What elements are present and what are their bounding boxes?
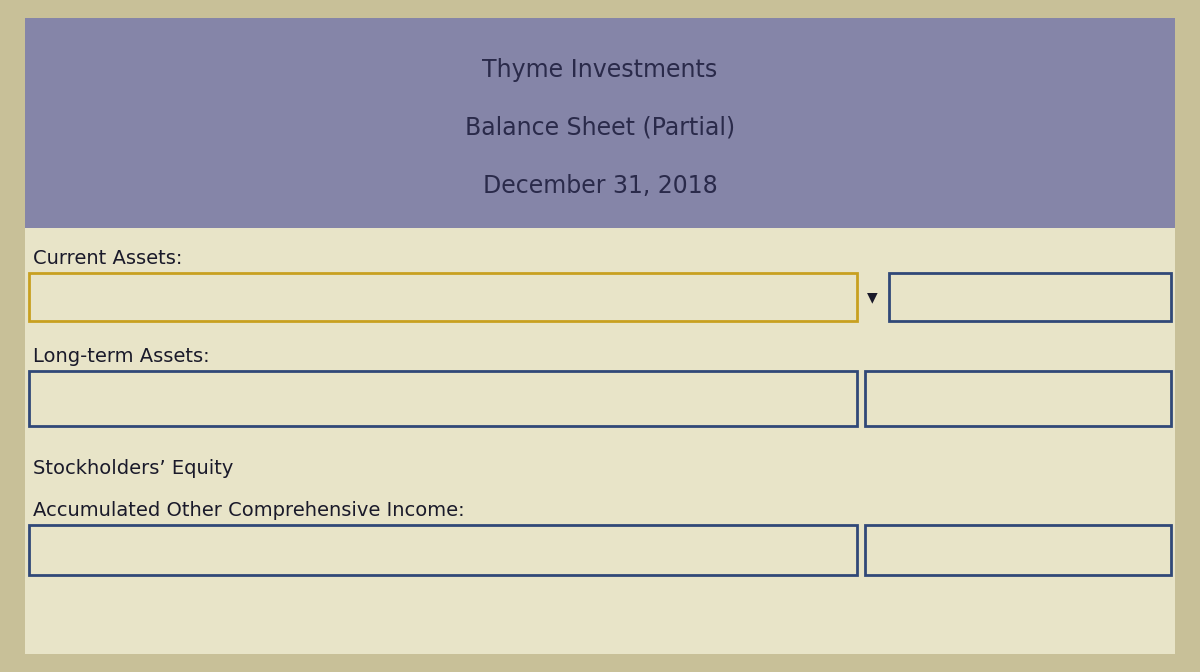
Bar: [865, 525, 1171, 575]
Text: ▼: ▼: [866, 290, 877, 304]
Bar: [865, 371, 1171, 426]
Bar: [29, 525, 857, 575]
Text: Current Assets:: Current Assets:: [34, 249, 182, 267]
Bar: [25, 18, 1175, 228]
Bar: [29, 371, 857, 426]
Text: December 31, 2018: December 31, 2018: [482, 174, 718, 198]
Text: Long-term Assets:: Long-term Assets:: [34, 347, 210, 366]
Text: Balance Sheet (Partial): Balance Sheet (Partial): [464, 116, 736, 140]
Bar: [29, 273, 857, 321]
Text: Stockholders’ Equity: Stockholders’ Equity: [34, 458, 233, 478]
Text: Thyme Investments: Thyme Investments: [482, 58, 718, 82]
Text: Accumulated Other Comprehensive Income:: Accumulated Other Comprehensive Income:: [34, 501, 464, 519]
Bar: [25, 228, 1175, 654]
Bar: [889, 273, 1171, 321]
